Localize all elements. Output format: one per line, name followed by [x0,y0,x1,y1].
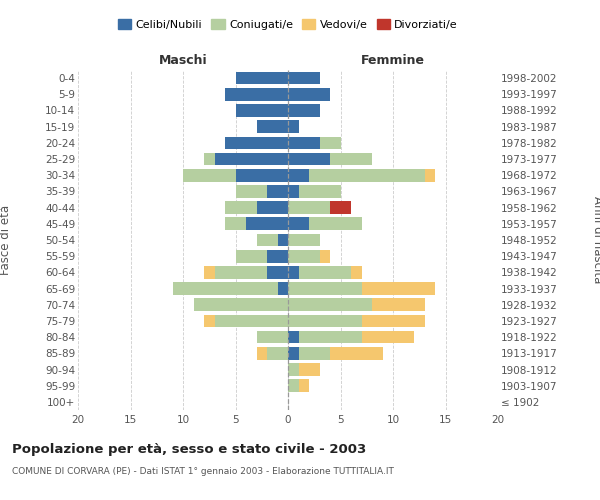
Bar [330,202,351,214]
Bar [330,347,383,360]
Bar [235,72,288,85]
Bar [361,282,435,295]
Bar [257,331,288,344]
Text: Maschi: Maschi [158,54,208,68]
Bar [215,152,288,166]
Bar [288,331,299,344]
Bar [288,120,299,133]
Text: Popolazione per età, sesso e stato civile - 2003: Popolazione per età, sesso e stato civil… [12,442,366,456]
Bar [320,250,330,262]
Bar [288,185,299,198]
Bar [288,282,361,295]
Bar [299,363,320,376]
Bar [299,331,361,344]
Bar [288,298,372,311]
Bar [288,363,299,376]
Bar [235,185,267,198]
Bar [288,104,320,117]
Bar [288,136,320,149]
Bar [288,88,330,101]
Text: Femmine: Femmine [361,54,425,68]
Bar [235,104,288,117]
Bar [299,266,351,278]
Bar [215,314,288,328]
Bar [235,250,267,262]
Bar [372,298,425,311]
Text: Fasce di età: Fasce di età [0,205,13,275]
Bar [320,136,341,149]
Bar [288,169,309,181]
Bar [173,282,277,295]
Bar [351,266,361,278]
Bar [288,202,330,214]
Bar [288,250,320,262]
Bar [204,314,215,328]
Bar [267,250,288,262]
Bar [288,152,330,166]
Bar [204,266,215,278]
Bar [257,120,288,133]
Bar [309,169,425,181]
Bar [267,347,288,360]
Bar [299,347,330,360]
Bar [288,266,299,278]
Bar [267,185,288,198]
Bar [257,202,288,214]
Bar [277,234,288,246]
Bar [288,218,309,230]
Bar [183,169,235,181]
Text: COMUNE DI CORVARA (PE) - Dati ISTAT 1° gennaio 2003 - Elaborazione TUTTITALIA.IT: COMUNE DI CORVARA (PE) - Dati ISTAT 1° g… [12,468,394,476]
Bar [361,314,425,328]
Bar [288,380,299,392]
Bar [246,218,288,230]
Bar [288,234,320,246]
Bar [215,266,267,278]
Bar [225,218,246,230]
Text: Anni di nascita: Anni di nascita [590,196,600,284]
Bar [225,136,288,149]
Bar [225,202,257,214]
Bar [225,88,288,101]
Bar [235,169,288,181]
Bar [277,282,288,295]
Bar [204,152,215,166]
Bar [288,72,320,85]
Bar [267,266,288,278]
Bar [330,152,372,166]
Bar [257,234,277,246]
Bar [309,218,361,230]
Bar [361,331,414,344]
Legend: Celibi/Nubili, Coniugati/e, Vedovi/e, Divorziati/e: Celibi/Nubili, Coniugati/e, Vedovi/e, Di… [113,14,463,34]
Bar [288,314,361,328]
Bar [299,380,309,392]
Bar [257,347,267,360]
Bar [193,298,288,311]
Bar [425,169,435,181]
Bar [288,347,299,360]
Bar [299,185,341,198]
